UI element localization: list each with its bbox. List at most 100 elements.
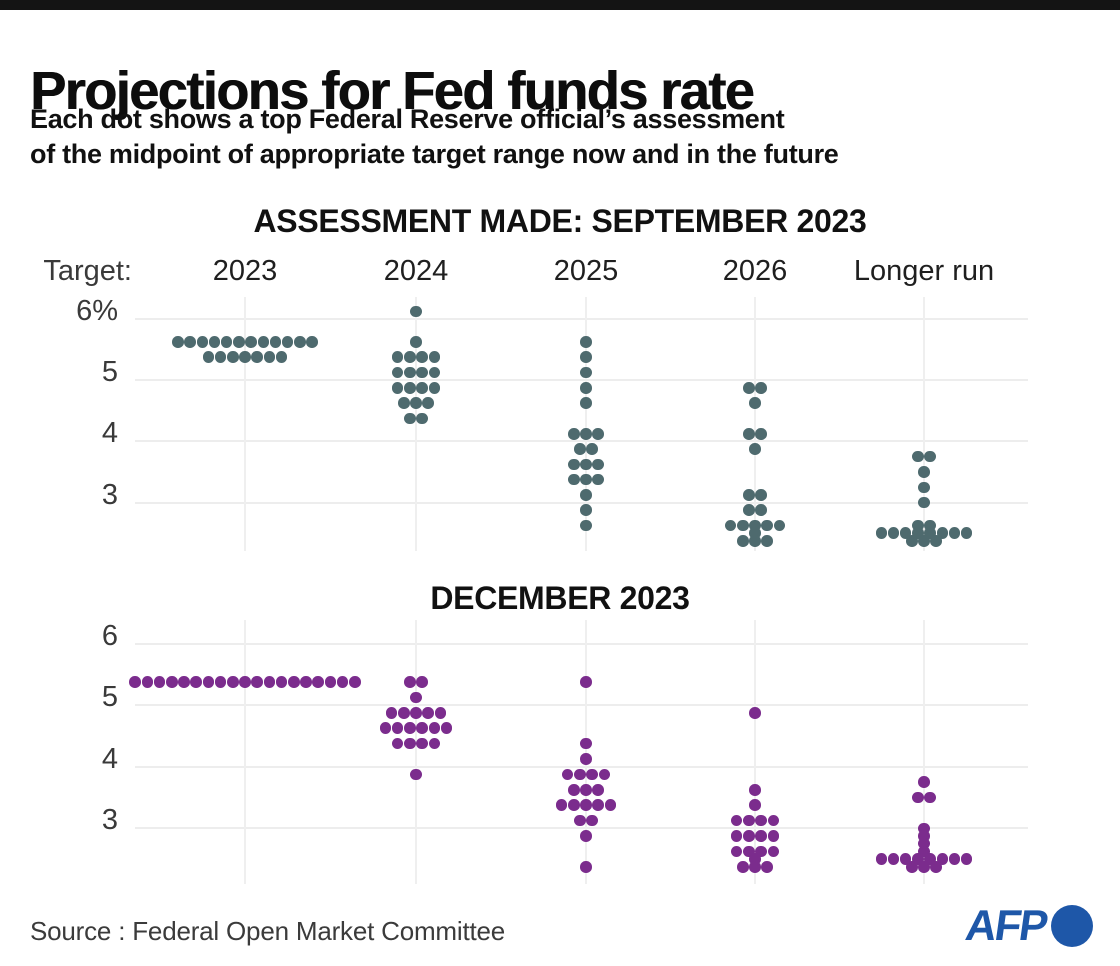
column-header: 2023 (212, 255, 278, 287)
dot (410, 768, 422, 781)
dot (422, 707, 434, 719)
dot (269, 336, 282, 348)
dot (737, 861, 749, 873)
vertical-gridline (754, 297, 756, 551)
dot (379, 722, 392, 734)
dot (288, 676, 300, 688)
dot (281, 336, 294, 348)
dot (604, 799, 617, 811)
dot (404, 351, 416, 364)
dot (749, 707, 761, 719)
dot (416, 722, 428, 734)
dot (404, 382, 416, 394)
dot (586, 443, 598, 455)
dot (580, 784, 592, 796)
dot (948, 527, 961, 539)
dot (220, 336, 233, 348)
dot (749, 535, 761, 547)
dot (416, 737, 428, 750)
dot (391, 366, 404, 379)
dot (875, 527, 888, 539)
dot (580, 830, 592, 842)
dot (580, 737, 592, 750)
dot (416, 382, 428, 394)
afp-logo-circle-icon (1051, 905, 1093, 947)
dot (875, 853, 888, 865)
dot (912, 791, 924, 804)
dot (580, 336, 592, 348)
vertical-gridline (754, 620, 756, 884)
y-tick-label: 6% (76, 295, 118, 327)
dot (749, 853, 761, 865)
dot (755, 814, 767, 827)
page-subtitle-line-1: Each dot shows a top Federal Reserve off… (30, 104, 785, 134)
y-tick-label: 3 (101, 804, 118, 837)
dot (202, 351, 215, 364)
dot (749, 799, 761, 811)
vertical-gridline (585, 620, 587, 884)
column-header: 2024 (383, 255, 449, 287)
dot (227, 676, 239, 688)
dot (404, 412, 416, 425)
dot (568, 799, 580, 811)
dot (598, 768, 611, 781)
dot (761, 519, 773, 532)
dot (416, 412, 428, 425)
dot (761, 861, 773, 873)
dot (580, 489, 592, 501)
dot (398, 397, 410, 409)
dot (404, 676, 416, 688)
dot (580, 397, 592, 409)
y-axis-target-label: Target: (43, 255, 132, 287)
dot (568, 427, 580, 440)
dot (141, 676, 154, 688)
dot (592, 784, 604, 796)
chart-title: DECEMBER 2023 (430, 580, 690, 616)
dot (948, 853, 961, 865)
dot (580, 473, 592, 486)
page-title: Projections for Fed funds rate (30, 61, 755, 122)
dot (899, 853, 912, 865)
dot (743, 845, 755, 858)
dot (580, 676, 592, 688)
dot (580, 519, 592, 532)
dot (887, 853, 900, 865)
dot (568, 473, 580, 486)
dot (410, 691, 422, 704)
dot (561, 768, 574, 781)
afp-logo: AFP (963, 902, 1093, 950)
dot (294, 336, 306, 348)
dot (410, 305, 422, 318)
page-subtitle-line-2: of the midpoint of appropriate target ra… (30, 139, 839, 169)
dot (743, 382, 755, 394)
dot (580, 366, 592, 379)
dot (574, 814, 586, 827)
dot (586, 814, 598, 827)
dot (924, 853, 936, 865)
dot (233, 336, 245, 348)
dot (960, 527, 973, 539)
dot (749, 784, 761, 796)
dot (428, 366, 441, 379)
dot (755, 382, 767, 394)
dot (404, 722, 416, 734)
vertical-gridline (585, 297, 587, 551)
dot (918, 822, 930, 835)
dot (918, 535, 930, 547)
dot (749, 527, 761, 539)
dot (434, 707, 447, 719)
dot (251, 676, 263, 688)
y-tick-label: 4 (101, 417, 118, 450)
dot (178, 676, 190, 688)
dot (391, 737, 404, 750)
dot (324, 676, 337, 688)
dot (755, 830, 767, 842)
dot (239, 351, 251, 364)
dot (416, 351, 428, 364)
dot (899, 527, 912, 539)
dot (749, 519, 761, 532)
dot (773, 519, 786, 532)
dot (263, 676, 276, 688)
dot (749, 397, 761, 409)
dot (251, 351, 263, 364)
